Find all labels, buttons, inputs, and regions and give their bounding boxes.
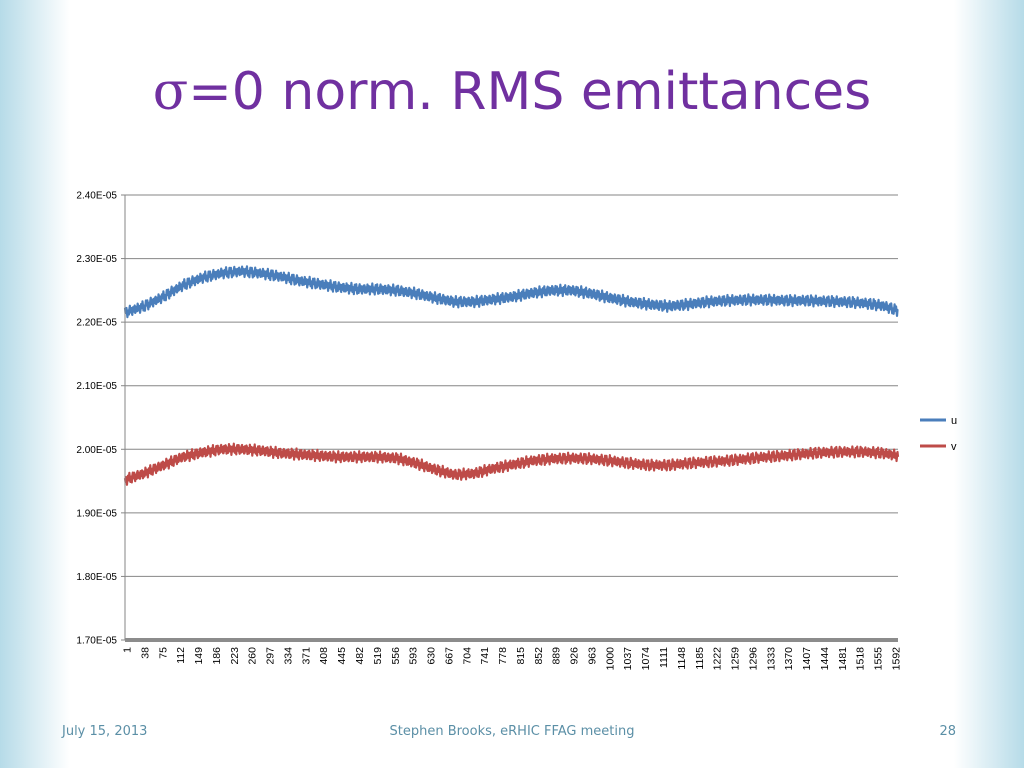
title-text: =0 norm. RMS emittances (188, 62, 872, 122)
x-tick-label: 1185 (694, 647, 706, 670)
title-sigma: σ (152, 62, 189, 122)
grid-layer (125, 194, 898, 577)
y-tick-label: 2.00E-05 (76, 445, 117, 456)
x-tick-label: 371 (300, 647, 312, 665)
x-tick-label: 38 (139, 647, 151, 659)
x-tick-label: 75 (157, 647, 169, 659)
x-tick-label: 1481 (837, 647, 849, 671)
x-tick-label: 704 (461, 647, 473, 665)
x-tick-label: 445 (336, 647, 348, 665)
legend-label-u: u (951, 415, 957, 427)
x-tick-label: 963 (586, 647, 598, 665)
x-tick-label: 926 (569, 647, 581, 665)
y-tick-label: 1.70E-05 (76, 636, 117, 647)
series-line-v (123, 442, 900, 486)
slide-title: σ=0 norm. RMS emittances (0, 62, 1024, 122)
x-tick-label: 1592 (891, 647, 903, 671)
x-tick-label: 1370 (783, 647, 795, 671)
y-tick-label: 2.10E-05 (76, 381, 117, 392)
x-tick-label: 1111 (658, 647, 670, 668)
x-tick-label: 1148 (676, 647, 688, 670)
x-tick-label: 889 (551, 647, 563, 665)
x-tick-label: 1296 (747, 647, 759, 671)
x-tick-label: 852 (533, 647, 545, 665)
x-tick-label: 1000 (604, 647, 616, 671)
x-tick-label: 186 (211, 647, 223, 665)
y-tick-label: 1.80E-05 (76, 572, 117, 583)
legend: uv (920, 415, 957, 453)
series-layer (123, 265, 900, 486)
x-tick-label: 1444 (819, 647, 831, 671)
y-tick-label: 2.30E-05 (76, 254, 117, 265)
x-tick-label: 297 (265, 647, 277, 665)
x-tick-label: 630 (426, 647, 438, 665)
x-tick-label: 556 (390, 647, 402, 665)
x-tick-label: 149 (193, 647, 205, 665)
x-tick-label: 1074 (640, 647, 652, 671)
x-tick-label: 408 (318, 647, 330, 665)
series-line-u (123, 265, 899, 319)
x-tick-label: 667 (443, 647, 455, 665)
axis-layer: 2.40E-05 2.30E-05 2.20E-05 2.10E-05 2.00E-05… (76, 191, 902, 671)
x-tick-label: 260 (247, 647, 259, 665)
x-tick-label: 1259 (730, 647, 742, 671)
x-tick-label: 519 (372, 647, 384, 665)
footer-date: July 15, 2013 (62, 724, 148, 739)
x-tick-label: 482 (354, 647, 366, 665)
x-tick-label: 223 (229, 647, 241, 665)
y-tick-label: 2.20E-05 (76, 318, 117, 329)
x-tick-label: 778 (497, 647, 509, 665)
y-tick-label: 2.40E-05 (76, 191, 117, 202)
page-number: 28 (939, 724, 956, 739)
footer-presenter: Stephen Brooks, eRHIC FFAG meeting (389, 724, 635, 739)
x-tick-label: 1037 (622, 647, 634, 671)
legend-label-v: v (951, 441, 957, 453)
x-tick-label: 334 (282, 647, 294, 665)
x-tick-label: 1222 (712, 647, 724, 671)
x-tick-label: 1333 (765, 647, 777, 671)
x-tick-label: 1407 (801, 647, 813, 671)
x-tick-label: 741 (479, 647, 491, 665)
x-tick-label: 593 (408, 647, 420, 665)
x-tick-label: 1555 (873, 647, 885, 671)
x-tick-label: 1 (122, 647, 134, 653)
x-tick-label: 815 (515, 647, 527, 665)
x-tick-label: 1518 (855, 647, 867, 671)
x-tick-label: 112 (175, 647, 187, 664)
y-tick-label: 1.90E-05 (76, 508, 117, 519)
